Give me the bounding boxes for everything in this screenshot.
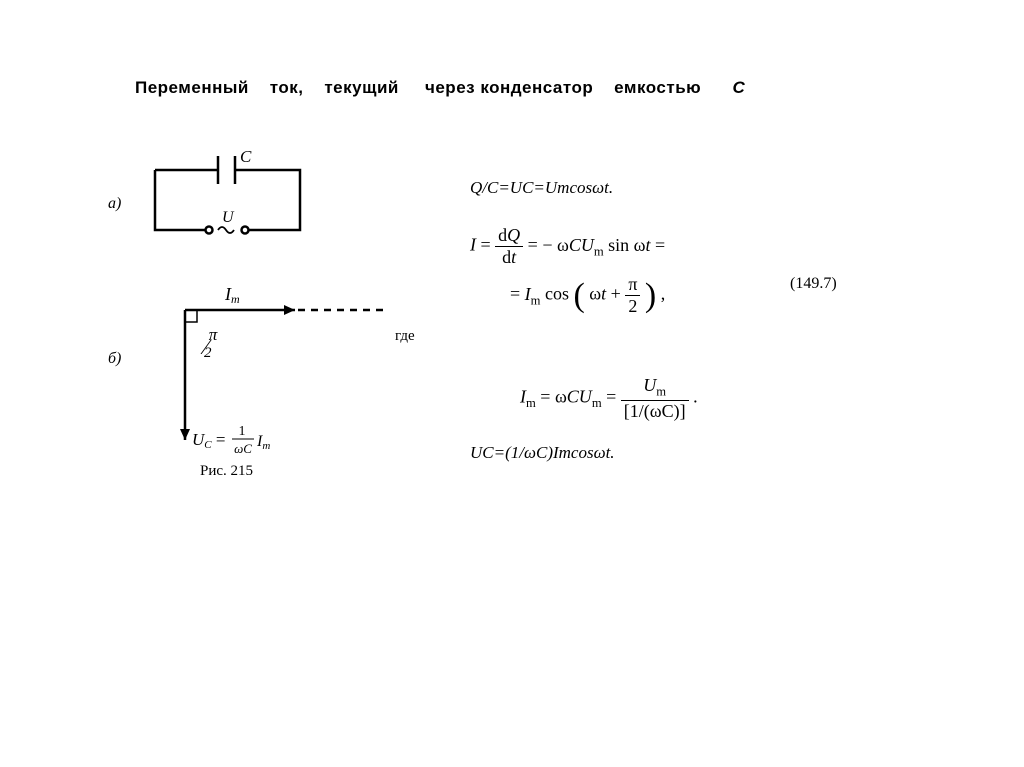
title-symbol: C bbox=[733, 78, 746, 97]
eq2-two: 2 bbox=[625, 296, 640, 317]
capacitor-label: C bbox=[240, 150, 252, 166]
equation-number: (149.7) bbox=[790, 275, 837, 293]
figure-svg: C U Im π⁄2 UC = 1 ωC Im bbox=[110, 150, 400, 500]
angle-label: π⁄2 bbox=[200, 325, 217, 361]
figure-container: C U Im π⁄2 UC = 1 ωC Im bbox=[110, 150, 400, 500]
uc-frac-den: ωC bbox=[234, 441, 252, 456]
eq2-frac-den: dt bbox=[495, 247, 523, 268]
gde-label: где bbox=[395, 328, 415, 345]
uc-im: Im bbox=[256, 433, 270, 452]
eq2-frac-num: dQ bbox=[495, 225, 523, 247]
equation-4: UC=(1/ωС)Imcosωt. bbox=[470, 443, 615, 463]
equation-3: Im = ωCUm = Um [1/(ωC)] . bbox=[520, 375, 698, 422]
title-w1: Переменный bbox=[135, 78, 249, 97]
title-w2: ток, bbox=[270, 78, 304, 97]
page-title: Переменный ток, текущий через конденсато… bbox=[135, 78, 745, 98]
title-w5: емкостью bbox=[614, 78, 701, 97]
title-w4: через конденсатор bbox=[425, 78, 593, 97]
eq2-pi2: π 2 bbox=[625, 274, 640, 317]
equation-1: Q/C=UC=Umcosωt. bbox=[470, 178, 613, 198]
source-label: U bbox=[222, 209, 235, 226]
im-label: Im bbox=[224, 284, 240, 306]
eq2-rhs: − ωCUm sin ωt = bbox=[542, 235, 665, 255]
equation-block: I = dQ dt = − ωCUm sin ωt = = Im cos ( ω… bbox=[470, 225, 665, 317]
eq3-den: [1/(ωC)] bbox=[621, 401, 689, 422]
eq2-frac: dQ dt bbox=[495, 225, 523, 268]
eq2-I: I bbox=[470, 235, 476, 255]
eq2-Im: Im bbox=[525, 284, 541, 304]
uc-frac-num: 1 bbox=[239, 424, 246, 439]
uc-label: UC = bbox=[192, 430, 225, 451]
eq2-wt: ωt + bbox=[589, 284, 625, 304]
eq2-pi: π bbox=[625, 274, 640, 296]
title-w3: текущий bbox=[324, 78, 399, 97]
eq3-num: Um bbox=[621, 375, 689, 401]
